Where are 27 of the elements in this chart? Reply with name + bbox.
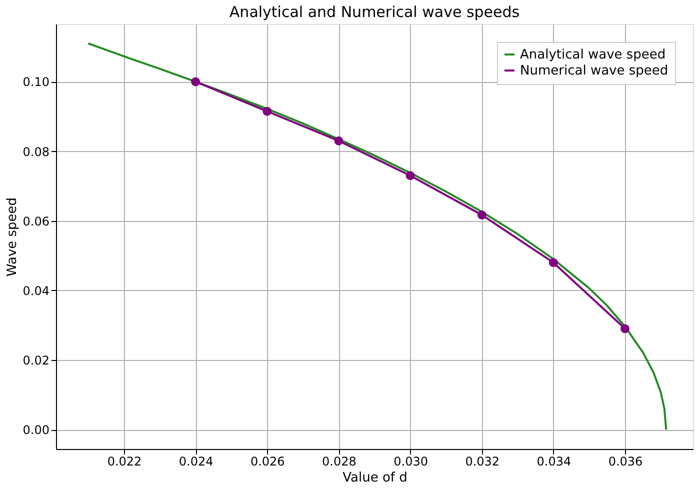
y-tick-label: 0.10 [22,75,50,90]
y-tick-label: 0.06 [22,214,50,228]
x-tick-label: 0.026 [250,454,285,468]
point [406,171,415,180]
y-axis-title: Wave speed [4,197,20,277]
chart-title: Analytical and Numerical wave speeds [229,3,520,21]
x-tick-label: 0.022 [107,454,142,468]
x-tick-label: 0.036 [608,454,643,468]
point [334,136,344,146]
x-tick-label: 0.028 [322,454,356,468]
point [620,324,630,334]
x-tick-label: 0.030 [394,454,428,468]
point [262,106,272,116]
point [548,258,558,268]
x-tick-label: 0.024 [178,454,214,468]
legend-label: Analytical wave speed [520,48,666,62]
y-tick-label: 0.02 [22,353,50,368]
y-tick-label: 0.04 [22,284,50,298]
point [191,77,200,86]
point [477,210,486,220]
y-tick-label: 0.00 [22,423,50,438]
x-axis-title: Value of d [342,470,408,486]
legend-label: Numerical wave speed [520,64,668,78]
x-tick-label: 0.034 [536,454,572,468]
x-tick-label: 0.032 [465,454,500,468]
line-series [87,42,668,431]
y-tick-label: 0.08 [22,144,50,159]
